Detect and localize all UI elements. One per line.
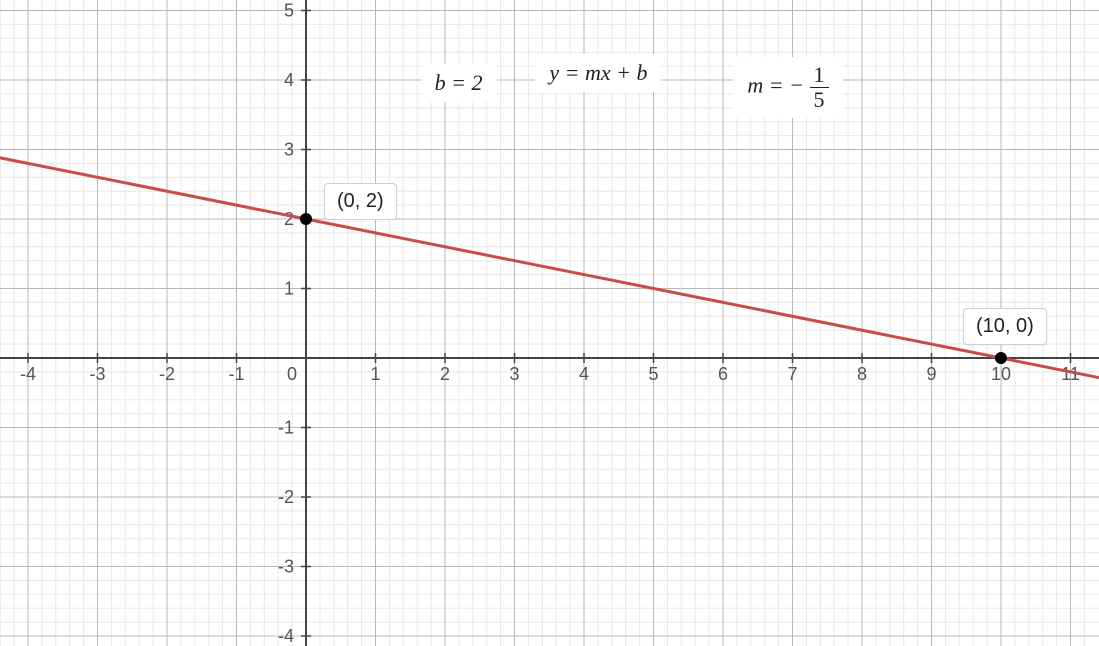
formula-m-prefix: m = −	[747, 73, 804, 98]
y-tick-label: -2	[278, 487, 294, 507]
x-tick-label: 0	[287, 364, 297, 384]
y-tick-label: 3	[284, 140, 294, 160]
formula-ymxb-text: y = mx + b	[549, 60, 647, 85]
x-tick-label: -1	[228, 364, 244, 384]
x-tick-label: -3	[89, 364, 105, 384]
x-tick-label: 1	[370, 364, 380, 384]
point-label: (10, 0)	[963, 308, 1047, 345]
x-tick-label: 10	[991, 364, 1011, 384]
x-tick-label: 8	[857, 364, 867, 384]
formula-b: b = 2	[421, 64, 497, 102]
formula-m-fraction: 1 5	[810, 63, 829, 112]
x-tick-label: 9	[926, 364, 936, 384]
x-tick-label: 3	[509, 364, 519, 384]
x-tick-label: 6	[718, 364, 728, 384]
x-tick-label: -4	[20, 364, 36, 384]
y-tick-label: -4	[278, 626, 294, 646]
formula-m-num: 1	[810, 63, 829, 88]
x-tick-label: 7	[787, 364, 797, 384]
y-tick-label: 2	[284, 209, 294, 229]
y-tick-label: 5	[284, 1, 294, 21]
y-tick-label: -1	[278, 418, 294, 438]
x-tick-label: -2	[159, 364, 175, 384]
point-label: (0, 2)	[324, 183, 397, 220]
data-point	[300, 213, 312, 225]
graph-svg: -4-3-2-101234567891011-6-5-4-3-2-1123456…	[0, 0, 1099, 646]
formula-m: m = − 1 5	[733, 57, 842, 118]
y-tick-label: 4	[284, 70, 294, 90]
x-tick-label: 4	[579, 364, 589, 384]
formula-ymxb: y = mx + b	[535, 54, 661, 92]
y-tick-label: -3	[278, 557, 294, 577]
formula-m-den: 5	[810, 88, 829, 112]
y-tick-label: 1	[284, 279, 294, 299]
x-tick-label: 5	[648, 364, 658, 384]
x-tick-label: 2	[440, 364, 450, 384]
formula-b-text: b = 2	[435, 70, 483, 95]
linear-graph-chart: -4-3-2-101234567891011-6-5-4-3-2-1123456…	[0, 0, 1099, 646]
data-point	[995, 352, 1007, 364]
